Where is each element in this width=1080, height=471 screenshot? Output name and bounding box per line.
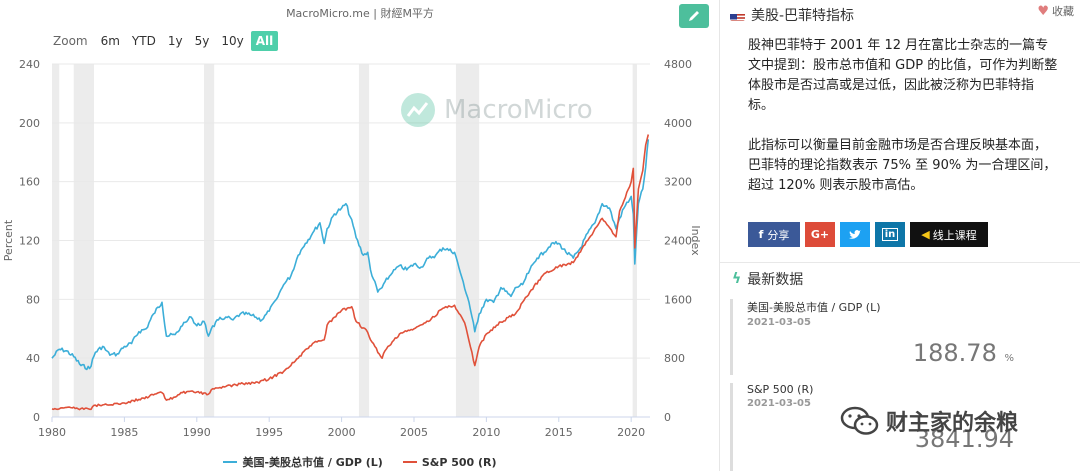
wechat-watermark: 财主家的余粮 xyxy=(840,405,1018,437)
watermark: MacroMicro xyxy=(400,92,593,128)
legend-label-series1: 美国-美股总市值 / GDP (L) xyxy=(242,456,383,469)
latest-data-section: ϟ 最新数据 美国-美股总市值 / GDP (L) 2021-03-05 188… xyxy=(720,262,1080,471)
google-plus-icon: G+ xyxy=(810,228,830,241)
macromicro-logo-icon xyxy=(401,93,435,127)
google-plus-share-button[interactable]: G+ xyxy=(805,222,835,247)
facebook-share-button[interactable]: f 分享 xyxy=(748,222,800,247)
latest-series-date-2: 2021-03-05 xyxy=(747,398,811,409)
linkedin-icon: in xyxy=(881,228,899,241)
latest-value-number-1: 188.78 xyxy=(912,339,997,367)
zoom-5y-button[interactable]: 5y xyxy=(194,34,210,48)
twitter-icon xyxy=(849,229,861,239)
y-right-tick-label: 4800 xyxy=(664,58,692,71)
info-panel: 美股-巴菲特指标 ♥ 收藏 股神巴菲特于 2001 年 12 月在富比士杂志的一… xyxy=(720,0,1080,471)
linkedin-share-button[interactable]: in xyxy=(875,222,905,247)
x-tick-label: 2020 xyxy=(617,426,645,439)
online-course-label: 线上课程 xyxy=(932,228,977,242)
y-left-tick-label: 40 xyxy=(26,352,40,365)
y-left-tick-label: 200 xyxy=(19,117,40,130)
zoom-10y-button[interactable]: 10y xyxy=(221,34,244,48)
us-flag-icon xyxy=(730,10,745,21)
series-line-2 xyxy=(51,134,650,411)
zoom-ytd-button[interactable]: YTD xyxy=(131,34,156,48)
zoom-6m-button[interactable]: 6m xyxy=(100,34,120,48)
x-tick-label: 1995 xyxy=(255,426,283,439)
latest-series-value-2: 3841.94 xyxy=(915,425,1014,453)
latest-data-label: 最新数据 xyxy=(747,272,804,288)
y-right-tick-label: 800 xyxy=(664,352,685,365)
online-course-button[interactable]: ◀ 线上课程 xyxy=(910,222,988,247)
zoom-1y-button[interactable]: 1y xyxy=(167,34,183,48)
twitter-share-button[interactable] xyxy=(840,222,870,247)
x-tick-label: 2010 xyxy=(472,426,500,439)
description-paragraph-2: 此指标可以衡量目前金融市场是否合理反映基本面，巴菲特的理论指数表示 75% 至 … xyxy=(748,138,1057,193)
latest-series-date-1: 2021-03-05 xyxy=(747,317,811,328)
heart-icon: ♥ xyxy=(1037,3,1049,19)
chart-source: MacroMicro.me | 財經M平方 xyxy=(286,7,434,20)
y-left-tick-label: 120 xyxy=(19,235,40,248)
latest-series-value-1: 188.78 % xyxy=(913,339,1014,367)
chart-svg[interactable]: 0408012016020024008001600240032004000480… xyxy=(0,0,720,471)
y-right-tick-label: 2400 xyxy=(664,235,692,248)
y-right-tick-label: 4000 xyxy=(664,117,692,130)
y-left-tick-label: 160 xyxy=(19,176,40,189)
legend-item-series1[interactable]: 美国-美股总市值 / GDP (L) xyxy=(223,454,383,470)
chart-legend: 美国-美股总市值 / GDP (L) S&P 500 (R) xyxy=(0,454,720,470)
x-tick-label: 2015 xyxy=(545,426,573,439)
panel-divider xyxy=(719,0,720,471)
zoom-all-button[interactable]: All xyxy=(250,31,279,51)
megaphone-icon: ◀ xyxy=(921,228,930,241)
facebook-icon: f xyxy=(758,228,764,241)
y-left-tick-label: 240 xyxy=(19,58,40,71)
favorite-label: 收藏 xyxy=(1052,5,1074,18)
wechat-icon xyxy=(840,406,879,435)
x-tick-label: 2000 xyxy=(328,426,356,439)
y-left-tick-label: 80 xyxy=(26,293,40,306)
y-right-axis-title: Index xyxy=(689,225,702,256)
wechat-label: 财主家的余粮 xyxy=(886,411,1019,436)
latest-data-card-2: S&P 500 (R) 2021-03-05 3841.94 xyxy=(730,383,1070,471)
y-right-tick-label: 3200 xyxy=(664,176,692,189)
latest-data-title: ϟ 最新数据 xyxy=(732,269,803,289)
indicator-description: 股神巴菲特于 2001 年 12 月在富比士杂志的一篇专文中提到：股市总市值和 … xyxy=(748,36,1058,216)
indicator-title: 美股-巴菲特指标 xyxy=(751,8,855,24)
legend-label-series2: S&P 500 (R) xyxy=(421,455,497,469)
legend-item-series2[interactable]: S&P 500 (R) xyxy=(402,454,497,470)
zoom-label: Zoom xyxy=(53,34,88,48)
x-tick-label: 2005 xyxy=(400,426,428,439)
y-right-tick-label: 1600 xyxy=(664,293,692,306)
description-paragraph-1: 股神巴菲特于 2001 年 12 月在富比士杂志的一篇专文中提到：股市总市值和 … xyxy=(748,38,1058,113)
y-left-tick-label: 0 xyxy=(33,411,40,424)
y-left-axis-title: Percent xyxy=(2,219,15,261)
latest-data-card-1: 美国-美股总市值 / GDP (L) 2021-03-05 188.78 % xyxy=(730,299,1070,375)
x-tick-label: 1990 xyxy=(183,426,211,439)
series-line-1 xyxy=(51,139,650,371)
facebook-share-label: 分享 xyxy=(767,228,790,242)
legend-swatch-series1 xyxy=(223,461,238,463)
latest-series-name-2: S&P 500 (R) xyxy=(747,383,814,396)
lightning-icon: ϟ xyxy=(732,271,742,287)
edit-button[interactable] xyxy=(679,4,709,28)
latest-value-number-2: 3841.94 xyxy=(914,425,1014,453)
x-tick-label: 1985 xyxy=(110,426,138,439)
x-tick-label: 1980 xyxy=(38,426,66,439)
y-right-tick-label: 0 xyxy=(664,411,671,424)
info-header: 美股-巴菲特指标 xyxy=(730,4,1080,26)
zoom-bar: Zoom 6m YTD 1y 5y 10y All xyxy=(53,31,280,51)
legend-swatch-series2 xyxy=(402,461,417,463)
watermark-text: MacroMicro xyxy=(444,95,593,125)
latest-value-unit-1: % xyxy=(1004,353,1014,364)
favorite-button[interactable]: ♥ 收藏 xyxy=(1037,3,1074,19)
chart-panel: 0 40 80 120 160 200 240 0 800 1600 2400 3200 4000 480… xyxy=(0,0,720,471)
pencil-icon xyxy=(689,11,699,21)
share-row: f 分享 G+ in ◀ 线上课程 xyxy=(748,222,993,247)
latest-series-name-1: 美国-美股总市值 / GDP (L) xyxy=(747,301,881,314)
